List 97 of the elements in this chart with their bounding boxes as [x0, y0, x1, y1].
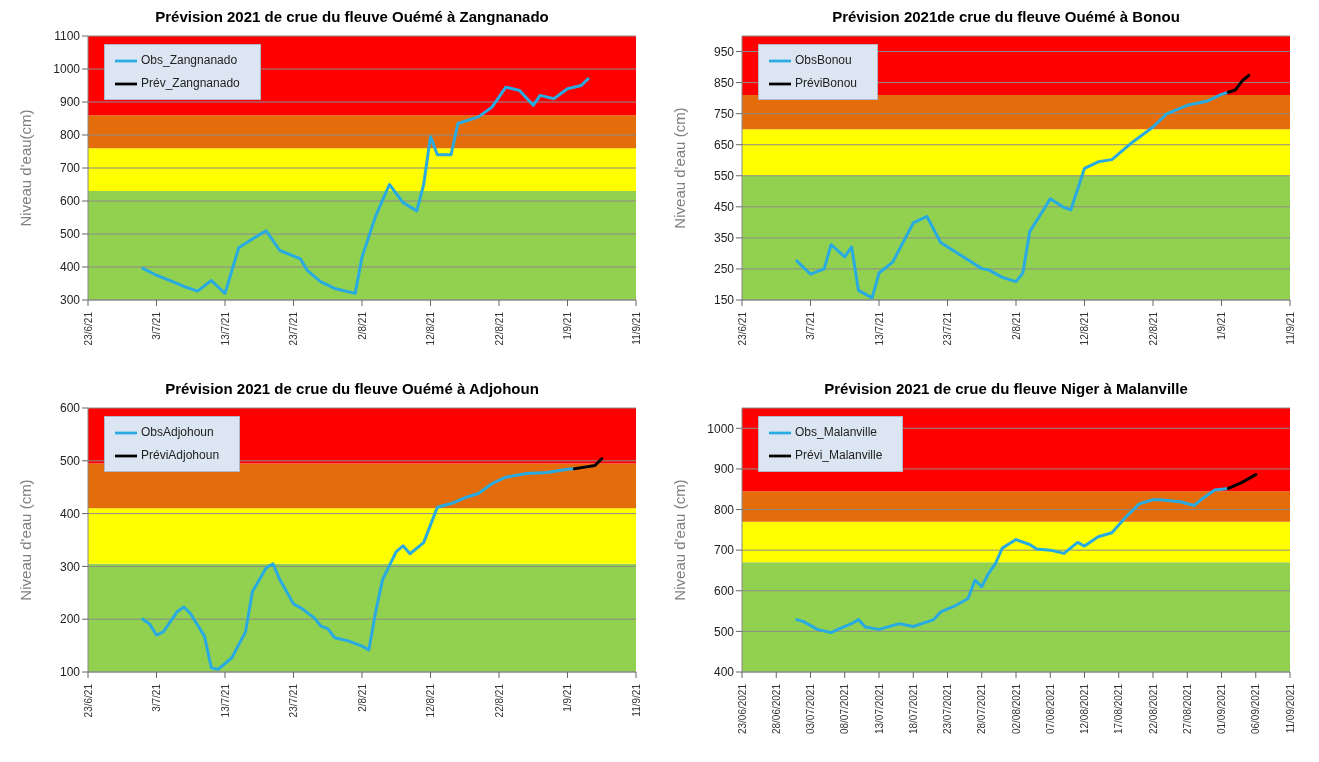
y-tick-label: 450 [713, 200, 735, 215]
x-tick-label: 23/06/2021 [736, 683, 748, 735]
y-tick-label: 600 [713, 584, 735, 599]
y-tick-label: 350 [713, 231, 735, 246]
x-tick-label: 1/9/21 [562, 311, 573, 340]
x-tick-label: 18/07/2021 [907, 683, 919, 735]
line-series [141, 467, 576, 671]
x-tick-label: 13/07/2021 [873, 683, 885, 735]
y-tick-label: 550 [713, 169, 735, 184]
y-axis-title: Niveau d'eau(cm) [17, 109, 35, 227]
y-axis-title: Niveau d'eau (cm) [17, 479, 35, 601]
line-series [795, 486, 1230, 635]
x-tick-label: 23/7/21 [942, 311, 953, 346]
line-series [572, 457, 604, 471]
y-tick-label: 1000 [707, 421, 735, 436]
x-tick-label: 02/08/2021 [1010, 683, 1022, 735]
y-tick-label: 200 [59, 612, 81, 627]
legend-label: Obs_Malanville [795, 425, 878, 439]
x-tick-label: 2/8/21 [356, 683, 368, 712]
y-tick-label: 500 [59, 454, 81, 469]
line-series [141, 77, 590, 295]
y-tick-label: 900 [713, 462, 735, 477]
x-tick-label: 23/7/21 [288, 683, 299, 718]
x-tick-label: 12/08/2021 [1079, 683, 1090, 735]
x-tick-label: 28/06/2021 [770, 683, 782, 735]
y-axis-title: Niveau d'eau (cm) [671, 479, 689, 601]
x-tick-label: 12/8/21 [1079, 311, 1090, 346]
y-tick-label: 500 [713, 624, 735, 639]
y-tick-label: 750 [713, 106, 735, 121]
y-tick-label: 100 [59, 665, 81, 680]
legend-label: Prév_Zangnanado [141, 75, 240, 90]
x-tick-label: 1/9/21 [562, 683, 573, 712]
x-tick-label: 23/7/21 [288, 311, 299, 346]
x-tick-label: 13/7/21 [219, 311, 231, 346]
y-tick-label: 850 [713, 75, 735, 90]
y-tick-label: 900 [59, 95, 81, 110]
legend-label: ObsAdjohoun [141, 425, 214, 439]
x-tick-label: 22/8/21 [493, 311, 505, 346]
y-tick-label: 650 [713, 137, 735, 152]
y-tick-label: 600 [59, 401, 81, 416]
legend-label: PréviBonou [795, 75, 858, 90]
y-tick-label: 400 [59, 260, 81, 275]
x-tick-label: 11/9/21 [1284, 311, 1296, 345]
y-tick-label: 1100 [54, 29, 81, 44]
x-tick-label: 11/09/2021 [1284, 683, 1296, 734]
y-tick-label: 800 [713, 502, 735, 517]
x-tick-label: 23/6/21 [736, 311, 748, 346]
x-tick-label: 13/7/21 [219, 683, 231, 718]
x-tick-label: 2/8/21 [1010, 311, 1022, 340]
legend-label: Prévi_Malanville [795, 447, 883, 462]
x-tick-label: 01/09/2021 [1216, 683, 1227, 735]
line-series [1226, 73, 1251, 94]
x-tick-label: 23/07/2021 [942, 683, 953, 735]
x-tick-label: 3/7/21 [151, 311, 162, 340]
line-series [795, 90, 1230, 300]
x-tick-label: 12/8/21 [425, 683, 436, 718]
x-tick-label: 23/6/21 [82, 311, 94, 346]
x-tick-label: 3/7/21 [151, 683, 162, 712]
y-tick-label: 700 [59, 161, 81, 176]
chart-title: Prévision 2021 de crue du fleuve Ouémé à Zangnanado [154, 8, 550, 27]
x-tick-label: 1/9/21 [1216, 311, 1227, 340]
x-tick-label: 27/08/2021 [1181, 683, 1193, 735]
chart-title: Prévision 2021 de crue du fleuve Niger à Malanville [823, 380, 1189, 399]
y-axis-title: Niveau d'eau (cm) [671, 107, 689, 229]
x-tick-label: 22/8/21 [1147, 311, 1159, 346]
x-tick-label: 08/07/2021 [839, 683, 851, 735]
chart-title: Prévision 2021de crue du fleuve Ouémé à Bonou [831, 8, 1181, 27]
y-tick-label: 800 [59, 128, 81, 143]
x-tick-label: 11/9/21 [630, 311, 642, 345]
x-tick-label: 22/08/2021 [1147, 683, 1159, 735]
chart-title: Prévision 2021 de crue du fleuve Ouémé à Adjohoun [164, 380, 540, 399]
x-tick-label: 2/8/21 [356, 311, 368, 340]
y-tick-label: 250 [713, 262, 735, 277]
x-tick-label: 12/8/21 [425, 311, 436, 346]
y-tick-label: 700 [713, 543, 735, 558]
y-tick-label: 950 [713, 44, 735, 59]
x-tick-label: 17/08/2021 [1113, 683, 1125, 735]
y-tick-label: 300 [59, 559, 81, 574]
legend-label: PréviAdjohoun [141, 447, 220, 462]
y-tick-label: 500 [59, 227, 81, 242]
legend-label: Obs_Zangnanado [141, 53, 238, 67]
x-tick-label: 11/9/21 [630, 683, 642, 717]
x-tick-label: 22/8/21 [493, 683, 505, 718]
x-tick-label: 06/09/2021 [1250, 683, 1262, 735]
x-tick-label: 3/7/21 [805, 311, 816, 340]
x-tick-label: 13/7/21 [873, 311, 885, 346]
y-tick-label: 150 [713, 293, 735, 308]
y-tick-label: 400 [59, 506, 81, 521]
x-tick-label: 28/07/2021 [976, 683, 988, 735]
y-tick-label: 1000 [53, 62, 81, 77]
legend-label: ObsBonou [795, 53, 852, 67]
y-tick-label: 300 [59, 293, 81, 308]
y-tick-label: 400 [713, 665, 735, 680]
x-tick-label: 03/07/2021 [805, 683, 816, 735]
x-tick-label: 07/08/2021 [1044, 683, 1056, 735]
y-tick-label: 600 [59, 194, 81, 209]
x-tick-label: 23/6/21 [82, 683, 94, 718]
